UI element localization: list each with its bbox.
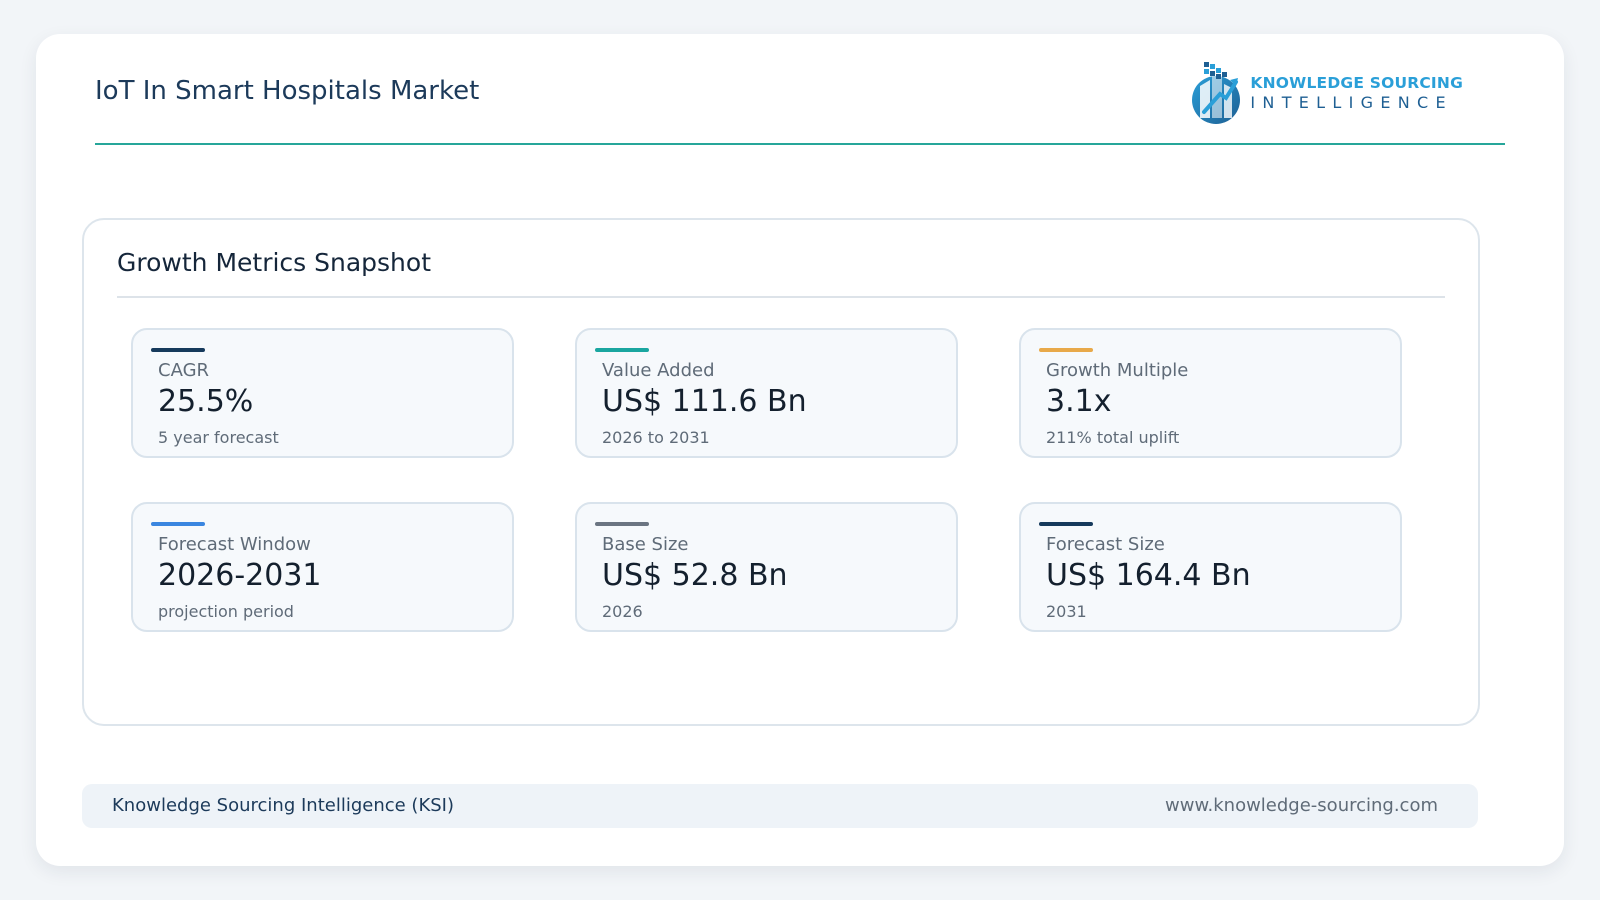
metric-accent-bar <box>595 348 649 352</box>
metric-label: Forecast Size <box>1046 534 1165 555</box>
page-title: IoT In Smart Hospitals Market <box>95 76 480 106</box>
metric-value: US$ 164.4 Bn <box>1046 558 1251 593</box>
metric-accent-bar <box>151 348 205 352</box>
metric-value: 2026-2031 <box>158 558 322 593</box>
growth-metrics-panel: Growth Metrics Snapshot CAGR 25.5% 5 yea… <box>82 218 1480 726</box>
footer-company-name: Knowledge Sourcing Intelligence (KSI) <box>112 795 455 816</box>
metric-value: 3.1x <box>1046 384 1112 419</box>
metric-card-forecast-size: Forecast Size US$ 164.4 Bn 2031 <box>1019 502 1402 632</box>
metric-subtext: 2026 <box>602 602 643 621</box>
metric-label: Base Size <box>602 534 689 555</box>
panel-divider <box>117 296 1445 298</box>
metric-subtext: 2026 to 2031 <box>602 428 710 447</box>
company-logo: KNOWLEDGE SOURCING INTELLIGENCE <box>1190 60 1463 126</box>
metric-label: Growth Multiple <box>1046 360 1189 381</box>
logo-line-2: INTELLIGENCE <box>1250 93 1453 112</box>
logo-building-icon <box>1192 62 1241 124</box>
metric-label: Forecast Window <box>158 534 311 555</box>
metric-subtext: 5 year forecast <box>158 428 279 447</box>
report-card: IoT In Smart Hospitals Market <box>36 34 1564 866</box>
metric-accent-bar <box>151 522 205 526</box>
metric-card-value-added: Value Added US$ 111.6 Bn 2026 to 2031 <box>575 328 958 458</box>
metric-label: CAGR <box>158 360 210 381</box>
metric-value: US$ 52.8 Bn <box>602 558 788 593</box>
metric-accent-bar <box>1039 348 1093 352</box>
metric-card-cagr: CAGR 25.5% 5 year forecast <box>131 328 514 458</box>
metric-subtext: 2031 <box>1046 602 1087 621</box>
metric-card-growth-multiple: Growth Multiple 3.1x 211% total uplift <box>1019 328 1402 458</box>
header: IoT In Smart Hospitals Market <box>95 34 1505 145</box>
metric-label: Value Added <box>602 360 715 381</box>
footer-website-link[interactable]: www.knowledge-sourcing.com <box>1165 795 1438 816</box>
metric-card-base-size: Base Size US$ 52.8 Bn 2026 <box>575 502 958 632</box>
logo-line-1: KNOWLEDGE SOURCING <box>1250 74 1463 92</box>
panel-title: Growth Metrics Snapshot <box>117 248 432 277</box>
metric-subtext: projection period <box>158 602 294 621</box>
metric-accent-bar <box>595 522 649 526</box>
footer: Knowledge Sourcing Intelligence (KSI) ww… <box>82 784 1478 828</box>
metric-subtext: 211% total uplift <box>1046 428 1180 447</box>
metric-value: 25.5% <box>158 384 254 419</box>
metric-value: US$ 111.6 Bn <box>602 384 807 419</box>
logo-text: KNOWLEDGE SOURCING INTELLIGENCE <box>1250 73 1463 113</box>
metric-accent-bar <box>1039 522 1093 526</box>
metric-card-forecast-window: Forecast Window 2026-2031 projection per… <box>131 502 514 632</box>
